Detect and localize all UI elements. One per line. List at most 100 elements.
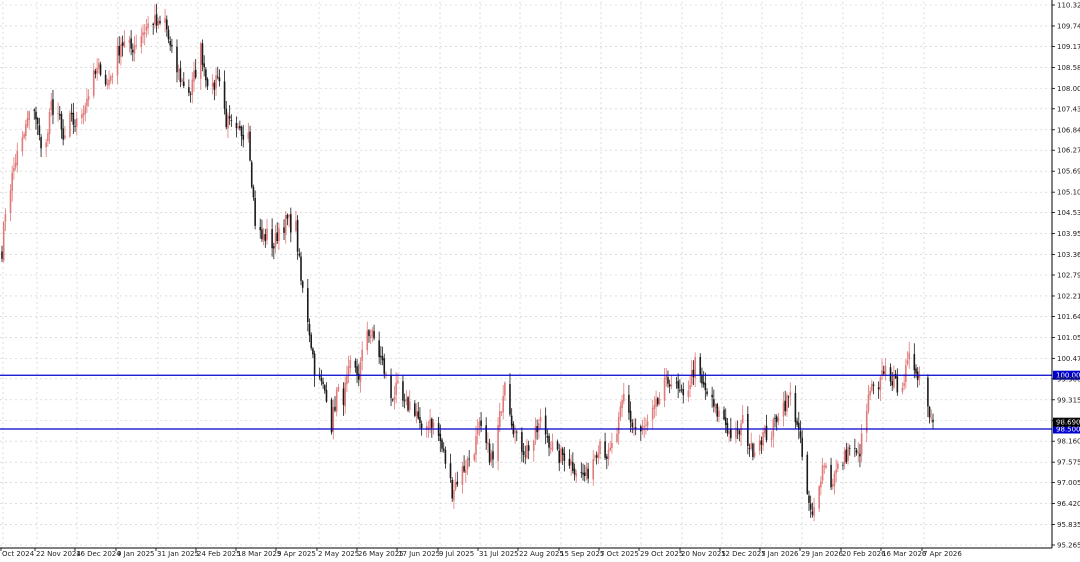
candle-body [444,450,447,464]
candle-body [403,400,406,402]
candle-body [354,360,357,368]
candle-body [932,419,934,423]
candle-body [706,391,708,395]
candle-body [313,353,316,377]
time-tick-label: 9 Jan 2025 [117,550,155,558]
candle-body [893,374,895,388]
candle-body [296,219,299,252]
candle-body [69,113,71,137]
candle-body [882,371,885,374]
candle-body [736,429,739,431]
candle-body [60,113,63,130]
candle-body [278,228,280,242]
candle-body [109,76,112,81]
candle-body [366,330,369,351]
candle-body [427,427,430,429]
candle-body [2,222,5,261]
candle-body [915,368,917,374]
candle-body [143,32,146,35]
candle-body [276,232,279,242]
candle-body [787,396,790,398]
candle-body [264,234,267,242]
candle-body [344,382,346,407]
candle-body [193,70,195,82]
candle-body [877,387,880,390]
candle-body [655,398,657,407]
candle-body [848,447,851,449]
candle-body [668,384,671,387]
candle-body [833,473,836,486]
candle-body [201,43,204,65]
candle-body [871,383,873,391]
candle-body [140,35,143,48]
candle-body [261,229,263,240]
candle-body [223,81,226,109]
candle-body [488,443,491,463]
candle-body [823,466,826,468]
candle-body [908,352,911,360]
candle-body [825,465,827,468]
candle-body [227,115,229,129]
candle-body [21,137,24,152]
candle-body [159,21,161,24]
candle-body [407,397,409,411]
price-tick-label: 110.325 [1057,2,1080,10]
candle-body [801,437,803,457]
candle-body [250,162,253,187]
candle-body [582,472,584,475]
candle-body [498,411,501,428]
time-tick-label: 29 Oct 2025 [640,550,683,558]
price-tick-label: 105.690 [1057,168,1080,176]
time-tick-label: 20 Feb 2026 [842,550,886,558]
candle-body [247,132,250,139]
price-tick-label: 95.835 [1057,521,1080,529]
candle-body [235,122,238,129]
candle-body [502,396,504,413]
candle-body [390,375,392,399]
candle-body [651,407,654,420]
candle-body [334,406,336,411]
candle-body [104,74,107,85]
price-tick-label: 101.055 [1057,334,1080,342]
price-tick-label: 106.845 [1057,126,1080,134]
candle-body [237,126,239,129]
candle-body [199,43,202,79]
candle-body [748,448,751,449]
candle-body [228,116,231,119]
candle-body [14,163,17,168]
candle-body [843,450,846,464]
price-tick-label: 102.210 [1057,292,1080,300]
candle-body [320,377,323,382]
candle-body [514,430,516,433]
time-tick-label: 18 Mar 2025 [237,550,281,558]
candle-body [132,49,134,53]
candle-body [215,75,217,88]
price-tick-label: 97.005 [1057,479,1080,487]
candle-body [611,442,613,448]
candle-body [521,432,523,452]
candle-body [869,390,871,396]
candle-body [532,440,535,451]
candle-body [847,447,849,461]
candle-body [189,93,192,95]
candle-body [87,96,90,100]
candle-body [560,448,562,462]
candle-body [857,452,860,454]
candle-body [274,233,277,247]
candle-body [123,41,126,47]
candle-body [171,44,173,47]
candle-body [273,246,275,249]
candle-body [397,380,399,383]
price-tick-label: 104.535 [1057,209,1080,217]
candle-body [52,99,54,115]
candle-body [402,381,404,401]
candle-body [702,381,705,385]
candle-body [383,358,386,374]
candle-body [546,436,549,438]
candle-body [50,100,53,111]
candle-body [747,413,749,446]
candle-body [842,464,844,466]
price-tick-label: 109.170 [1057,43,1080,51]
candle-body [539,416,542,422]
candle-body [99,64,102,75]
